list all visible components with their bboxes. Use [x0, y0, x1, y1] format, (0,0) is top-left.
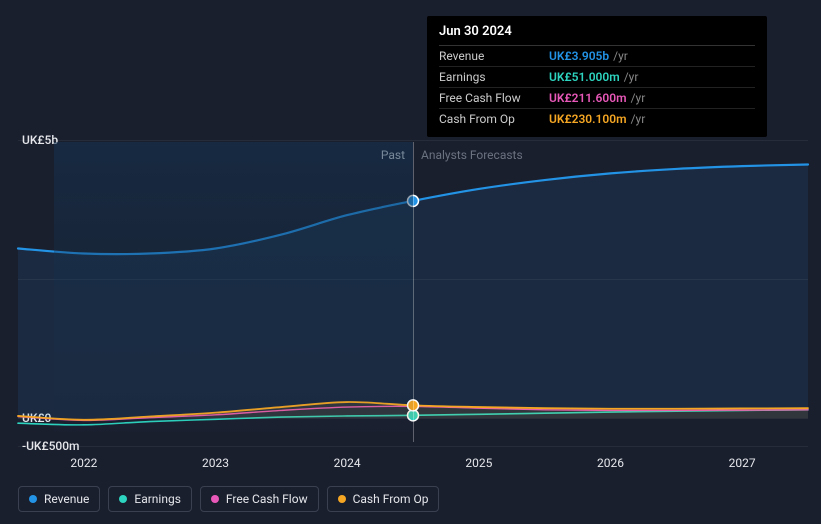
tooltip-value: UK£230.100m	[549, 112, 627, 126]
legend-item[interactable]: Revenue	[18, 486, 100, 512]
chart-legend: Revenue Earnings Free Cash Flow Cash From O…	[18, 486, 439, 512]
gridline	[18, 446, 808, 447]
tooltip-suffix: /yr	[613, 49, 628, 63]
tooltip-row: Free Cash FlowUK£211.600m/yr	[439, 88, 755, 109]
legend-label: Revenue	[44, 492, 89, 506]
legend-item[interactable]: Free Cash Flow	[200, 486, 319, 512]
label-forecast: Analysts Forecasts	[421, 148, 523, 162]
tooltip-value: UK£3.905b	[549, 49, 609, 63]
x-axis-tick: 2025	[465, 456, 492, 470]
legend-label: Earnings	[134, 492, 181, 506]
tooltip-value: UK£51.000m	[549, 70, 620, 84]
legend-swatch	[338, 495, 346, 503]
chart-tooltip: Jun 30 2024 RevenueUK£3.905b/yrEarningsU…	[427, 16, 767, 137]
tooltip-label: Free Cash Flow	[439, 91, 549, 105]
divider-line	[413, 142, 414, 442]
tooltip-row: EarningsUK£51.000m/yr	[439, 67, 755, 88]
tooltip-row: RevenueUK£3.905b/yr	[439, 46, 755, 67]
legend-swatch	[29, 495, 37, 503]
tooltip-suffix: /yr	[631, 91, 646, 105]
tooltip-label: Revenue	[439, 49, 549, 63]
legend-label: Cash From Op	[353, 492, 429, 506]
x-axis-tick: 2027	[729, 456, 756, 470]
x-axis-tick: 2023	[202, 456, 229, 470]
tooltip-date: Jun 30 2024	[439, 24, 755, 46]
tooltip-value: UK£211.600m	[549, 91, 627, 105]
tooltip-label: Earnings	[439, 70, 549, 84]
x-axis-tick: 2024	[334, 456, 361, 470]
legend-swatch	[119, 495, 127, 503]
legend-item[interactable]: Earnings	[108, 486, 192, 512]
tooltip-suffix: /yr	[624, 70, 639, 84]
plot-area: 202220232024202520262027	[18, 140, 808, 446]
legend-swatch	[211, 495, 219, 503]
legend-label: Free Cash Flow	[226, 492, 308, 506]
legend-item[interactable]: Cash From Op	[327, 486, 440, 512]
tooltip-row: Cash From OpUK£230.100m/yr	[439, 109, 755, 129]
x-axis-tick: 2026	[597, 456, 624, 470]
tooltip-suffix: /yr	[631, 112, 646, 126]
x-axis-tick: 2022	[70, 456, 97, 470]
financials-chart: Jun 30 2024 RevenueUK£3.905b/yrEarningsU…	[0, 0, 821, 524]
tooltip-label: Cash From Op	[439, 112, 549, 126]
